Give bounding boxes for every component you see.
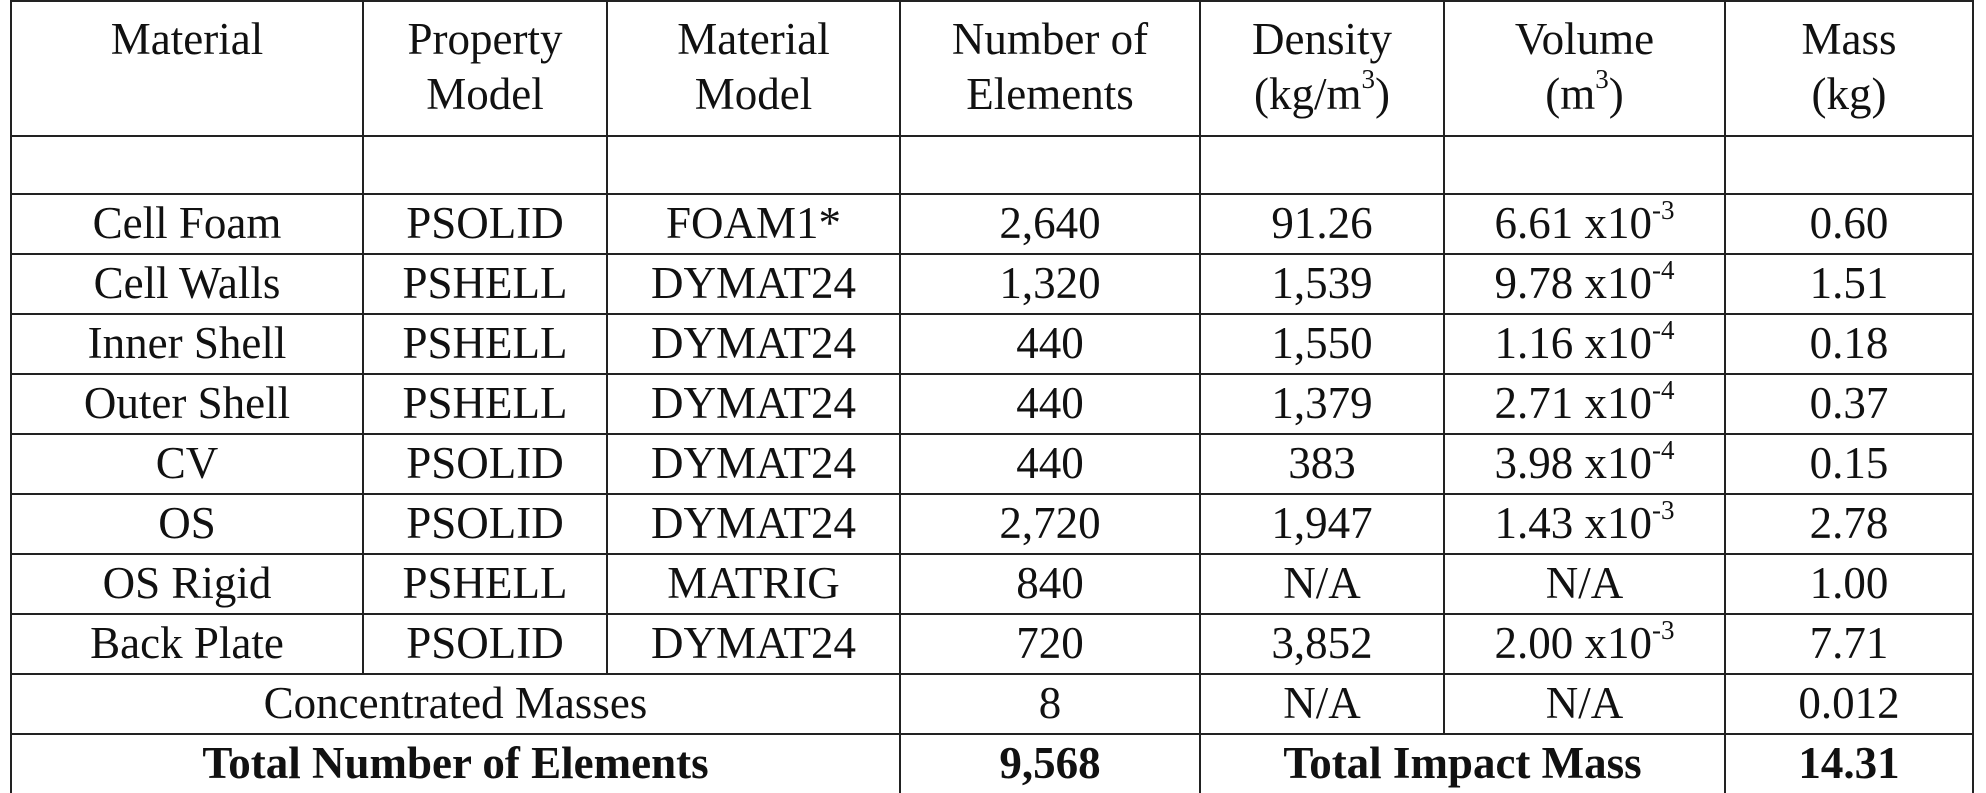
header-density: Density (kg/m3) <box>1199 0 1445 137</box>
table-row: OS PSOLID DYMAT24 2,720 1,947 1.43 x10-3 2.78 <box>10 493 1974 555</box>
elements-cell: 840 <box>899 553 1201 615</box>
materials-table: Material Property Model Material Model Num… <box>10 0 1974 793</box>
density-cell: 1,539 <box>1199 253 1445 315</box>
mass-cell: 1.51 <box>1724 253 1974 315</box>
mass-cell: 1.00 <box>1724 553 1974 615</box>
elements-cell: 720 <box>899 613 1201 675</box>
volume-cell: 2.71 x10-4 <box>1443 373 1726 435</box>
material-cell: Back Plate <box>10 613 364 675</box>
empty-row <box>10 135 1974 195</box>
property-model-cell: PSOLID <box>362 193 608 255</box>
volume-cell: 3.98 x10-4 <box>1443 433 1726 495</box>
density-cell: 3,852 <box>1199 613 1445 675</box>
table-row: Outer Shell PSHELL DYMAT24 440 1,379 2.71 x10… <box>10 373 1974 435</box>
property-model-cell: PSHELL <box>362 553 608 615</box>
volume-cell: 6.61 x10-3 <box>1443 193 1726 255</box>
property-model-cell: PSHELL <box>362 313 608 375</box>
header-row: Material Property Model Material Model Num… <box>10 0 1974 137</box>
material-model-cell: MATRIG <box>606 553 901 615</box>
volume-cell: 1.16 x10-4 <box>1443 313 1726 375</box>
elements-cell: 2,640 <box>899 193 1201 255</box>
elements-cell: 440 <box>899 373 1201 435</box>
material-cell: Inner Shell <box>10 313 364 375</box>
table-row: Back Plate PSOLID DYMAT24 720 3,852 2.00 x10-… <box>10 613 1974 675</box>
elements-cell: 1,320 <box>899 253 1201 315</box>
total-elements-label: Total Number of Elements <box>10 733 901 793</box>
header-property-model: Property Model <box>362 0 608 137</box>
volume-cell: 1.43 x10-3 <box>1443 493 1726 555</box>
density-cell: 91.26 <box>1199 193 1445 255</box>
concentrated-volume: N/A <box>1443 673 1726 735</box>
mass-cell: 0.60 <box>1724 193 1974 255</box>
table-row: Cell Walls PSHELL DYMAT24 1,320 1,539 9.78 x1… <box>10 253 1974 315</box>
material-cell: OS Rigid <box>10 553 364 615</box>
material-cell: Cell Foam <box>10 193 364 255</box>
density-cell: N/A <box>1199 553 1445 615</box>
header-material: Material <box>10 0 364 137</box>
property-model-cell: PSOLID <box>362 493 608 555</box>
density-cell: 1,947 <box>1199 493 1445 555</box>
elements-cell: 440 <box>899 433 1201 495</box>
header-material-model: Material Model <box>606 0 901 137</box>
volume-cell: N/A <box>1443 553 1726 615</box>
density-cell: 1,379 <box>1199 373 1445 435</box>
table-row: CV PSOLID DYMAT24 440 383 3.98 x10-4 0.15 <box>10 433 1974 495</box>
material-model-cell: DYMAT24 <box>606 253 901 315</box>
table-row: Inner Shell PSHELL DYMAT24 440 1,550 1.16 x10… <box>10 313 1974 375</box>
material-cell: Outer Shell <box>10 373 364 435</box>
mass-cell: 2.78 <box>1724 493 1974 555</box>
concentrated-masses-row: Concentrated Masses 8 N/A N/A 0.012 <box>10 673 1974 735</box>
elements-cell: 440 <box>899 313 1201 375</box>
header-volume: Volume (m3) <box>1443 0 1726 137</box>
mass-cell: 7.71 <box>1724 613 1974 675</box>
material-model-cell: DYMAT24 <box>606 373 901 435</box>
property-model-cell: PSHELL <box>362 253 608 315</box>
concentrated-mass: 0.012 <box>1724 673 1974 735</box>
elements-cell: 2,720 <box>899 493 1201 555</box>
total-elements-value: 9,568 <box>899 733 1201 793</box>
volume-cell: 2.00 x10-3 <box>1443 613 1726 675</box>
material-model-cell: DYMAT24 <box>606 613 901 675</box>
material-model-cell: DYMAT24 <box>606 313 901 375</box>
material-cell: CV <box>10 433 364 495</box>
density-cell: 1,550 <box>1199 313 1445 375</box>
volume-cell: 9.78 x10-4 <box>1443 253 1726 315</box>
material-model-cell: DYMAT24 <box>606 493 901 555</box>
property-model-cell: PSOLID <box>362 433 608 495</box>
total-mass-label: Total Impact Mass <box>1199 733 1726 793</box>
concentrated-density: N/A <box>1199 673 1445 735</box>
table-row: Cell Foam PSOLID FOAM1* 2,640 91.26 6.61 x10-… <box>10 193 1974 255</box>
table-row: OS Rigid PSHELL MATRIG 840 N/A N/A 1.00 <box>10 553 1974 615</box>
concentrated-masses-label: Concentrated Masses <box>10 673 901 735</box>
material-cell: Cell Walls <box>10 253 364 315</box>
total-mass-value: 14.31 <box>1724 733 1974 793</box>
material-model-cell: FOAM1* <box>606 193 901 255</box>
density-cell: 383 <box>1199 433 1445 495</box>
totals-row: Total Number of Elements 9,568 Total Imp… <box>10 733 1974 793</box>
concentrated-elements: 8 <box>899 673 1201 735</box>
mass-cell: 0.37 <box>1724 373 1974 435</box>
mass-cell: 0.18 <box>1724 313 1974 375</box>
property-model-cell: PSOLID <box>362 613 608 675</box>
header-number-of-elements: Number of Elements <box>899 0 1201 137</box>
material-cell: OS <box>10 493 364 555</box>
property-model-cell: PSHELL <box>362 373 608 435</box>
material-model-cell: DYMAT24 <box>606 433 901 495</box>
header-mass: Mass (kg) <box>1724 0 1974 137</box>
mass-cell: 0.15 <box>1724 433 1974 495</box>
